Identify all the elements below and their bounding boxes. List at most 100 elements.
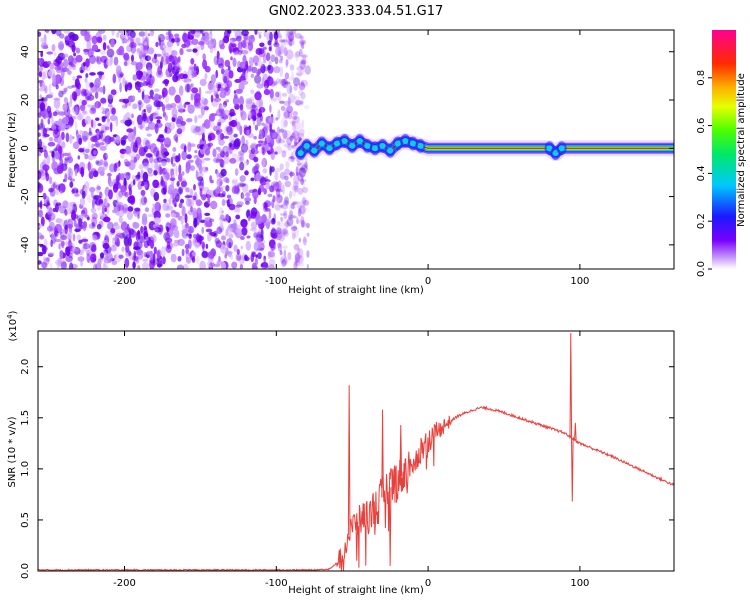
noise-speckle — [165, 55, 170, 65]
colorbar-tick-label: 0.0 — [696, 261, 707, 277]
noise-speckle — [54, 152, 61, 160]
noise-speckle — [244, 170, 249, 176]
noise-speckle — [186, 118, 193, 123]
noise-speckle — [59, 219, 65, 227]
noise-speckle — [250, 211, 257, 219]
noise-speckle — [201, 157, 205, 164]
noise-speckle — [40, 216, 45, 227]
noise-speckle — [189, 83, 193, 89]
noise-speckle — [170, 213, 177, 218]
signal-blob-core — [334, 140, 341, 147]
noise-speckle — [163, 172, 171, 181]
noise-speckle — [214, 237, 220, 244]
noise-speckle — [59, 77, 65, 87]
noise-speckle — [124, 180, 128, 189]
noise-speckle — [60, 240, 65, 247]
noise-speckle — [265, 208, 271, 212]
noise-speckle — [98, 142, 105, 146]
noise-speckle — [278, 137, 282, 144]
noise-speckle — [240, 245, 243, 250]
noise-speckle — [150, 32, 154, 37]
noise-speckle — [165, 103, 173, 111]
noise-speckle — [61, 117, 70, 124]
noise-speckle — [59, 250, 64, 260]
noise-speckle — [296, 132, 305, 138]
noise-speckle — [288, 30, 296, 37]
noise-speckle — [87, 161, 91, 172]
noise-speckle — [250, 177, 255, 182]
noise-speckle — [222, 82, 225, 87]
noise-speckle — [174, 193, 180, 202]
noise-speckle — [264, 264, 269, 269]
noise-speckle — [254, 91, 262, 101]
noise-speckle — [192, 48, 198, 53]
noise-speckle — [143, 41, 148, 46]
noise-speckle — [82, 110, 87, 114]
noise-speckle — [154, 88, 160, 92]
noise-speckle — [300, 161, 307, 169]
noise-speckle — [290, 226, 298, 232]
noise-speckle — [81, 99, 88, 106]
noise-speckle — [220, 168, 227, 177]
noise-speckle — [48, 212, 56, 221]
noise-speckle — [191, 238, 198, 246]
noise-speckle — [39, 200, 43, 210]
noise-speckle — [72, 76, 76, 81]
noise-speckle — [102, 34, 107, 41]
noise-speckle — [107, 94, 114, 105]
noise-speckle — [76, 82, 81, 90]
noise-speckle — [38, 225, 42, 229]
noise-speckle — [245, 192, 251, 198]
noise-speckle — [55, 84, 59, 90]
noise-speckle — [213, 263, 221, 268]
noise-speckle — [110, 122, 113, 133]
noise-speckle — [102, 242, 110, 250]
noise-speckle — [245, 100, 253, 110]
noise-speckle — [45, 94, 53, 99]
noise-speckle — [132, 148, 138, 152]
svg-text:(x104): (x104) — [6, 310, 19, 341]
noise-speckle — [60, 232, 68, 241]
noise-speckle — [202, 59, 208, 70]
signal-blob-core — [552, 150, 559, 157]
noise-speckle — [141, 217, 148, 226]
noise-speckle — [210, 262, 215, 268]
noise-speckle — [138, 76, 147, 81]
noise-speckle — [53, 52, 57, 57]
noise-speckle — [79, 213, 86, 220]
noise-speckle — [111, 260, 118, 265]
noise-speckle — [46, 30, 50, 34]
noise-speckle — [271, 230, 277, 234]
noise-speckle — [142, 36, 146, 45]
noise-speckle — [185, 167, 190, 174]
noise-speckle — [113, 162, 118, 173]
noise-speckle — [291, 115, 298, 120]
noise-speckle — [279, 39, 286, 43]
noise-speckle — [155, 116, 163, 120]
noise-speckle — [130, 61, 138, 66]
noise-speckle — [198, 181, 204, 192]
noise-speckle — [146, 133, 152, 137]
noise-speckle — [241, 221, 248, 230]
noise-speckle — [289, 64, 295, 71]
noise-speckle — [277, 189, 283, 193]
noise-speckle — [66, 223, 73, 230]
noise-speckle — [55, 30, 62, 37]
noise-speckle — [178, 153, 181, 162]
noise-speckle — [280, 117, 287, 129]
noise-speckle — [90, 207, 97, 213]
noise-speckle — [61, 91, 67, 95]
noise-speckle — [306, 263, 309, 269]
noise-speckle — [299, 42, 303, 48]
noise-speckle — [213, 55, 219, 66]
noise-speckle — [125, 226, 130, 233]
noise-speckle — [137, 42, 143, 46]
noise-speckle — [86, 40, 92, 51]
noise-speckle — [254, 124, 259, 131]
noise-speckle — [231, 261, 238, 269]
noise-speckle — [289, 171, 295, 177]
noise-speckle — [212, 45, 217, 51]
noise-speckle — [164, 46, 173, 55]
noise-speckle — [306, 232, 310, 237]
noise-speckle — [109, 163, 116, 173]
